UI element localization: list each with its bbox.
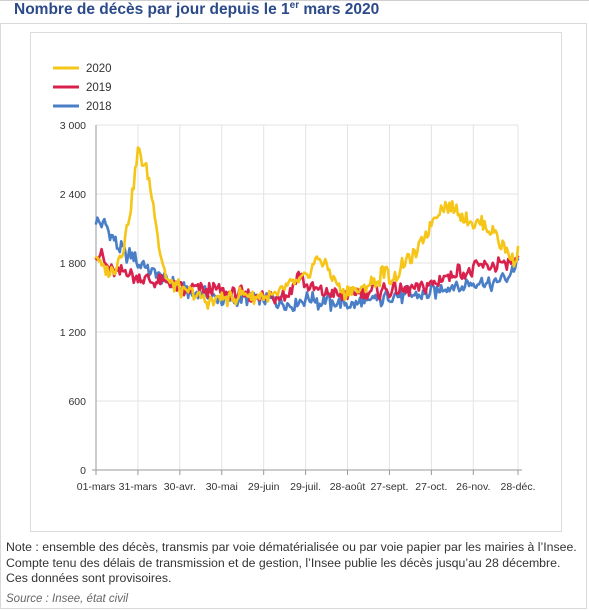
series-line-2018: [94, 216, 520, 313]
chart-note: Note : ensemble des décès, transmis par …: [6, 540, 577, 585]
chart-title: Nombre de décès par jour depuis le 1er m…: [14, 0, 379, 19]
y-tick-label: 0: [80, 465, 86, 477]
x-tick-label: 01-mars: [77, 481, 116, 493]
line-chart: 0 600 1 200 1 800 2 400 3 000 01-mars 31-mars 30…: [53, 63, 536, 493]
x-tick-label: 26-nov.: [456, 481, 490, 493]
y-tick-label: 1 800: [60, 258, 86, 270]
figure-container: [0, 23, 587, 609]
legend-label-2018: 2018: [86, 101, 112, 113]
x-tick-label: 27-sept.: [370, 481, 408, 493]
y-tick-label: 3 000: [60, 120, 86, 132]
x-tick-label: 29-juil.: [290, 481, 321, 493]
x-tick-label: 29-juin: [248, 481, 280, 493]
legend-label-2020: 2020: [86, 63, 112, 75]
series-line-2020: [94, 146, 520, 310]
chart-panel: 0 600 1 200 1 800 2 400 3 000 01-mars 31-mars 30…: [30, 32, 562, 532]
title-tail: mars 2020: [299, 1, 380, 19]
x-tick-label: 30-mai: [206, 481, 238, 493]
title-main: Nombre de décès par jour depuis le 1: [14, 1, 290, 19]
y-tick-label: 1 200: [60, 327, 86, 339]
title-superscript: er: [289, 0, 300, 11]
frame-top-border: [0, 0, 589, 1]
y-tick-label: 2 400: [60, 189, 86, 201]
chart-source: Source : Insee, état civil: [6, 593, 129, 605]
x-tick-label: 27-oct.: [415, 481, 447, 493]
y-tick-label: 600: [68, 396, 86, 408]
series-line-2019: [94, 247, 520, 305]
legend-label-2019: 2019: [86, 82, 112, 94]
x-tick-label: 28-août: [330, 481, 366, 493]
x-tick-label: 31-mars: [119, 481, 158, 493]
x-tick-label: 28-déc.: [500, 481, 535, 493]
x-tick-label: 30-avr.: [164, 481, 196, 493]
